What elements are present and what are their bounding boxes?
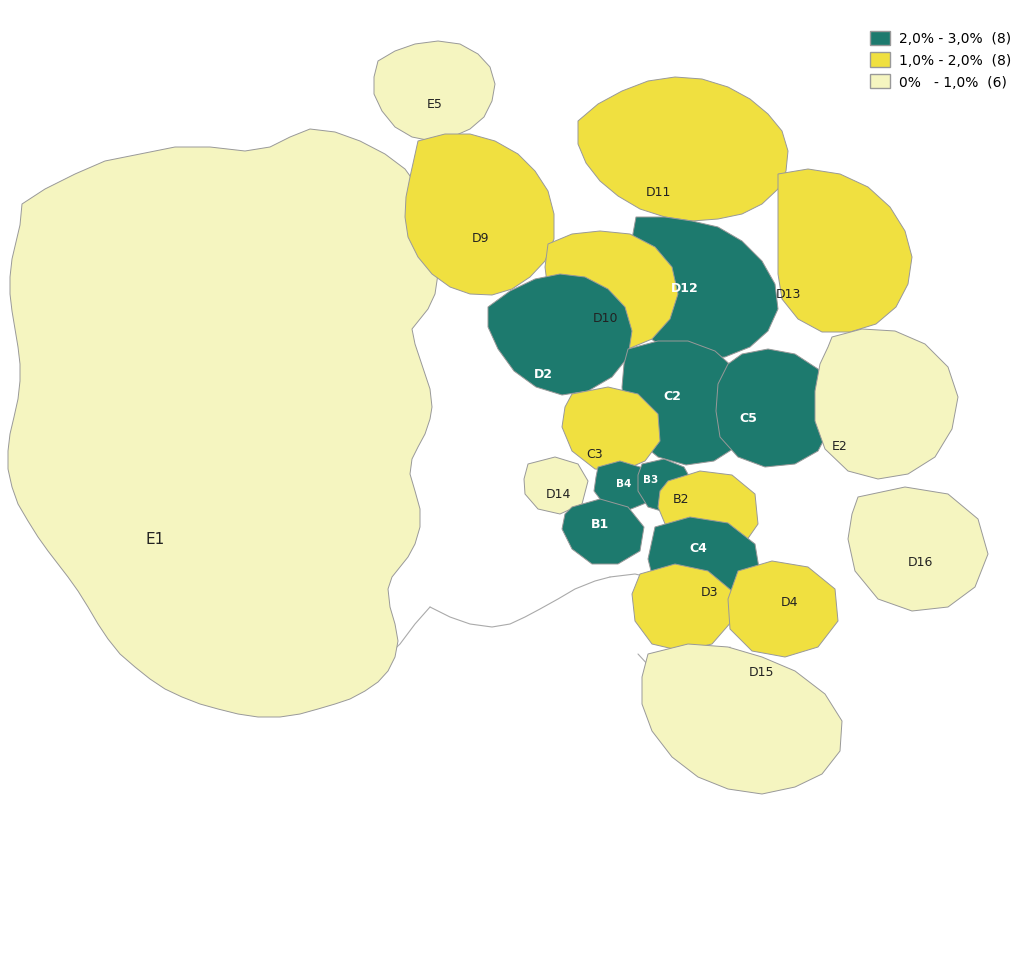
Polygon shape (848, 488, 988, 612)
Polygon shape (778, 170, 912, 333)
Text: B3: B3 (643, 475, 658, 484)
Text: D3: D3 (701, 586, 719, 598)
Polygon shape (728, 561, 838, 658)
Polygon shape (594, 461, 652, 512)
Text: D4: D4 (781, 595, 799, 608)
Text: E2: E2 (833, 440, 848, 453)
Text: D10: D10 (592, 312, 617, 324)
Text: C2: C2 (664, 390, 681, 403)
Polygon shape (716, 350, 831, 468)
Polygon shape (488, 274, 632, 395)
Text: C4: C4 (689, 541, 707, 554)
Polygon shape (632, 564, 732, 651)
Text: B1: B1 (591, 518, 609, 531)
Text: D16: D16 (907, 556, 933, 569)
Legend: 2,0% - 3,0%  (8), 1,0% - 2,0%  (8), 0%   - 1,0%  (6): 2,0% - 3,0% (8), 1,0% - 2,0% (8), 0% - 1… (864, 26, 1017, 95)
Text: D15: D15 (750, 665, 775, 678)
Text: B2: B2 (673, 493, 689, 506)
Polygon shape (638, 459, 694, 514)
Polygon shape (406, 135, 554, 295)
Polygon shape (524, 457, 588, 515)
Text: C5: C5 (739, 411, 757, 424)
Text: B4: B4 (616, 478, 632, 489)
Text: C3: C3 (587, 448, 603, 461)
Text: D14: D14 (546, 488, 570, 501)
Text: D12: D12 (671, 281, 698, 294)
Text: E1: E1 (145, 532, 165, 547)
Polygon shape (562, 388, 660, 472)
Text: D11: D11 (645, 186, 671, 199)
Text: D13: D13 (775, 288, 801, 301)
Polygon shape (642, 644, 842, 794)
Polygon shape (578, 78, 788, 222)
Polygon shape (658, 472, 758, 558)
Polygon shape (374, 42, 495, 142)
Polygon shape (648, 517, 760, 615)
Polygon shape (545, 232, 678, 350)
Polygon shape (622, 341, 748, 465)
Polygon shape (815, 330, 958, 479)
Text: D2: D2 (534, 368, 553, 381)
Text: E5: E5 (427, 98, 443, 112)
Polygon shape (8, 130, 438, 718)
Text: D9: D9 (471, 232, 488, 244)
Polygon shape (625, 218, 778, 359)
Polygon shape (562, 499, 644, 564)
